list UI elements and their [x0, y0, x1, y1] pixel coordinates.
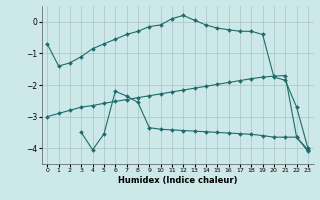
- X-axis label: Humidex (Indice chaleur): Humidex (Indice chaleur): [118, 176, 237, 185]
